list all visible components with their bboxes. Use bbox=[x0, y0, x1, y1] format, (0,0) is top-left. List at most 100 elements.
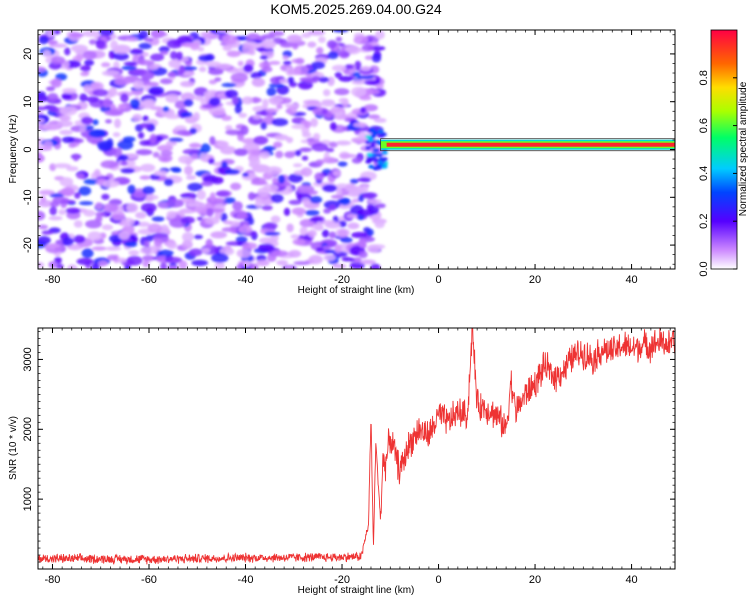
heatmap-cell bbox=[275, 150, 284, 159]
heatmap-cell bbox=[38, 236, 51, 245]
heatmap-cell bbox=[166, 199, 184, 208]
heatmap-cell bbox=[76, 173, 85, 179]
heatmap-cell bbox=[268, 96, 284, 104]
heatmap-cell bbox=[65, 207, 81, 214]
heatmap-cell bbox=[186, 202, 199, 208]
heatmap-cell bbox=[336, 186, 342, 197]
heatmap-cell bbox=[325, 147, 335, 153]
heatmap-cell bbox=[268, 60, 281, 65]
heatmap-cell bbox=[285, 265, 293, 269]
heatmap-cell bbox=[290, 234, 300, 239]
heatmap-cell bbox=[293, 66, 301, 76]
heatmap-cell bbox=[361, 44, 375, 52]
heatmap-cell bbox=[293, 261, 311, 266]
heatmap-cell bbox=[361, 88, 380, 95]
heatmap-cell bbox=[113, 52, 129, 61]
heatmap-cell bbox=[271, 250, 288, 257]
heatmap-cell bbox=[263, 146, 277, 151]
heatmap-cell bbox=[59, 106, 78, 116]
heatmap-cell bbox=[352, 139, 370, 144]
heatmap-cell bbox=[120, 168, 135, 174]
heatmap-cell bbox=[331, 64, 347, 72]
heatmap-cell bbox=[59, 177, 74, 187]
heatmap-cell bbox=[261, 66, 273, 73]
heatmap-cell bbox=[294, 150, 302, 157]
heatmap-cell bbox=[38, 94, 50, 102]
heatmap-cell bbox=[248, 192, 256, 201]
heatmap-cell bbox=[242, 44, 255, 55]
heatmap-cell bbox=[96, 140, 114, 150]
heatmap-cell bbox=[295, 57, 305, 65]
heatmap-cell bbox=[187, 182, 203, 192]
x-tick-label: -40 bbox=[238, 274, 254, 286]
heatmap-cell bbox=[307, 41, 317, 48]
x-tick-label: 40 bbox=[625, 574, 637, 586]
heatmap-cell bbox=[147, 223, 162, 233]
heatmap-cell bbox=[339, 153, 357, 158]
heatmap-cell bbox=[43, 49, 52, 58]
x-tick-label: 0 bbox=[435, 274, 441, 286]
heatmap-cell bbox=[327, 51, 339, 60]
heatmap-cell bbox=[370, 134, 376, 139]
heatmap-cell bbox=[221, 161, 228, 169]
heatmap-cell bbox=[326, 40, 338, 49]
colorbar: 0.0 0.2 0.4 0.6 0.8 Normalized spectral ampl… bbox=[698, 29, 749, 277]
heatmap-cell bbox=[365, 159, 372, 164]
heatmap-cell bbox=[178, 65, 186, 75]
heatmap-cell bbox=[222, 44, 232, 52]
y-tick-label: -10 bbox=[22, 189, 34, 205]
heatmap-cell bbox=[95, 39, 106, 49]
heatmap-cell bbox=[315, 247, 325, 252]
heatmap-cell bbox=[168, 137, 184, 142]
heatmap-cell bbox=[201, 247, 211, 254]
heatmap-cell bbox=[50, 56, 66, 65]
heatmap-cell bbox=[94, 169, 101, 177]
heatmap-cell bbox=[291, 124, 307, 129]
heatmap-cell bbox=[196, 216, 203, 221]
heatmap-cell bbox=[367, 199, 382, 204]
heatmap-cell bbox=[89, 39, 97, 45]
heatmap-cell bbox=[157, 144, 173, 152]
heatmap-cell bbox=[318, 76, 330, 83]
heatmap-cell bbox=[140, 246, 158, 255]
heatmap-cell bbox=[206, 208, 214, 217]
heatmap-cell bbox=[301, 197, 311, 205]
x-tick-label: -20 bbox=[334, 574, 350, 586]
heatmap-cell bbox=[124, 241, 138, 248]
heatmap-cell bbox=[129, 48, 144, 55]
heatmap-cell bbox=[380, 132, 387, 137]
heatmap-cell bbox=[253, 135, 269, 145]
heatmap-cell bbox=[366, 204, 374, 211]
heatmap-cell bbox=[140, 71, 155, 80]
heatmap-cell bbox=[114, 77, 131, 86]
heatmap-cell bbox=[311, 142, 329, 152]
heatmap-cell bbox=[360, 106, 367, 114]
heatmap-cell bbox=[265, 166, 283, 176]
heatmap-cell bbox=[48, 216, 63, 221]
heatmap-cell bbox=[159, 51, 169, 56]
heatmap-cell bbox=[249, 157, 261, 167]
heatmap-cell bbox=[144, 196, 154, 202]
heatmap-cell bbox=[274, 134, 289, 141]
heatmap-cell bbox=[149, 133, 157, 143]
heatmap-cell bbox=[139, 122, 151, 129]
heatmap-cell bbox=[337, 229, 348, 238]
heatmap-cell bbox=[263, 222, 278, 230]
heatmap-cell bbox=[303, 99, 320, 105]
heatmap-cell bbox=[142, 255, 156, 262]
heatmap-cell bbox=[178, 155, 195, 164]
heatmap-cell bbox=[270, 193, 284, 203]
heatmap-cell bbox=[139, 175, 151, 180]
heatmap-cell bbox=[78, 201, 94, 206]
heatmap-cell bbox=[334, 88, 350, 96]
heatmap-cell bbox=[322, 184, 338, 192]
signal-band-core bbox=[386, 142, 675, 147]
heatmap-noise-blobs bbox=[38, 30, 389, 269]
heatmap-cell bbox=[322, 156, 337, 164]
snr-series-line bbox=[38, 328, 675, 565]
heatmap-cell bbox=[372, 148, 379, 153]
heatmap-cell bbox=[182, 71, 195, 76]
y-tick-label: -20 bbox=[22, 237, 34, 253]
heatmap-cell bbox=[223, 197, 236, 204]
